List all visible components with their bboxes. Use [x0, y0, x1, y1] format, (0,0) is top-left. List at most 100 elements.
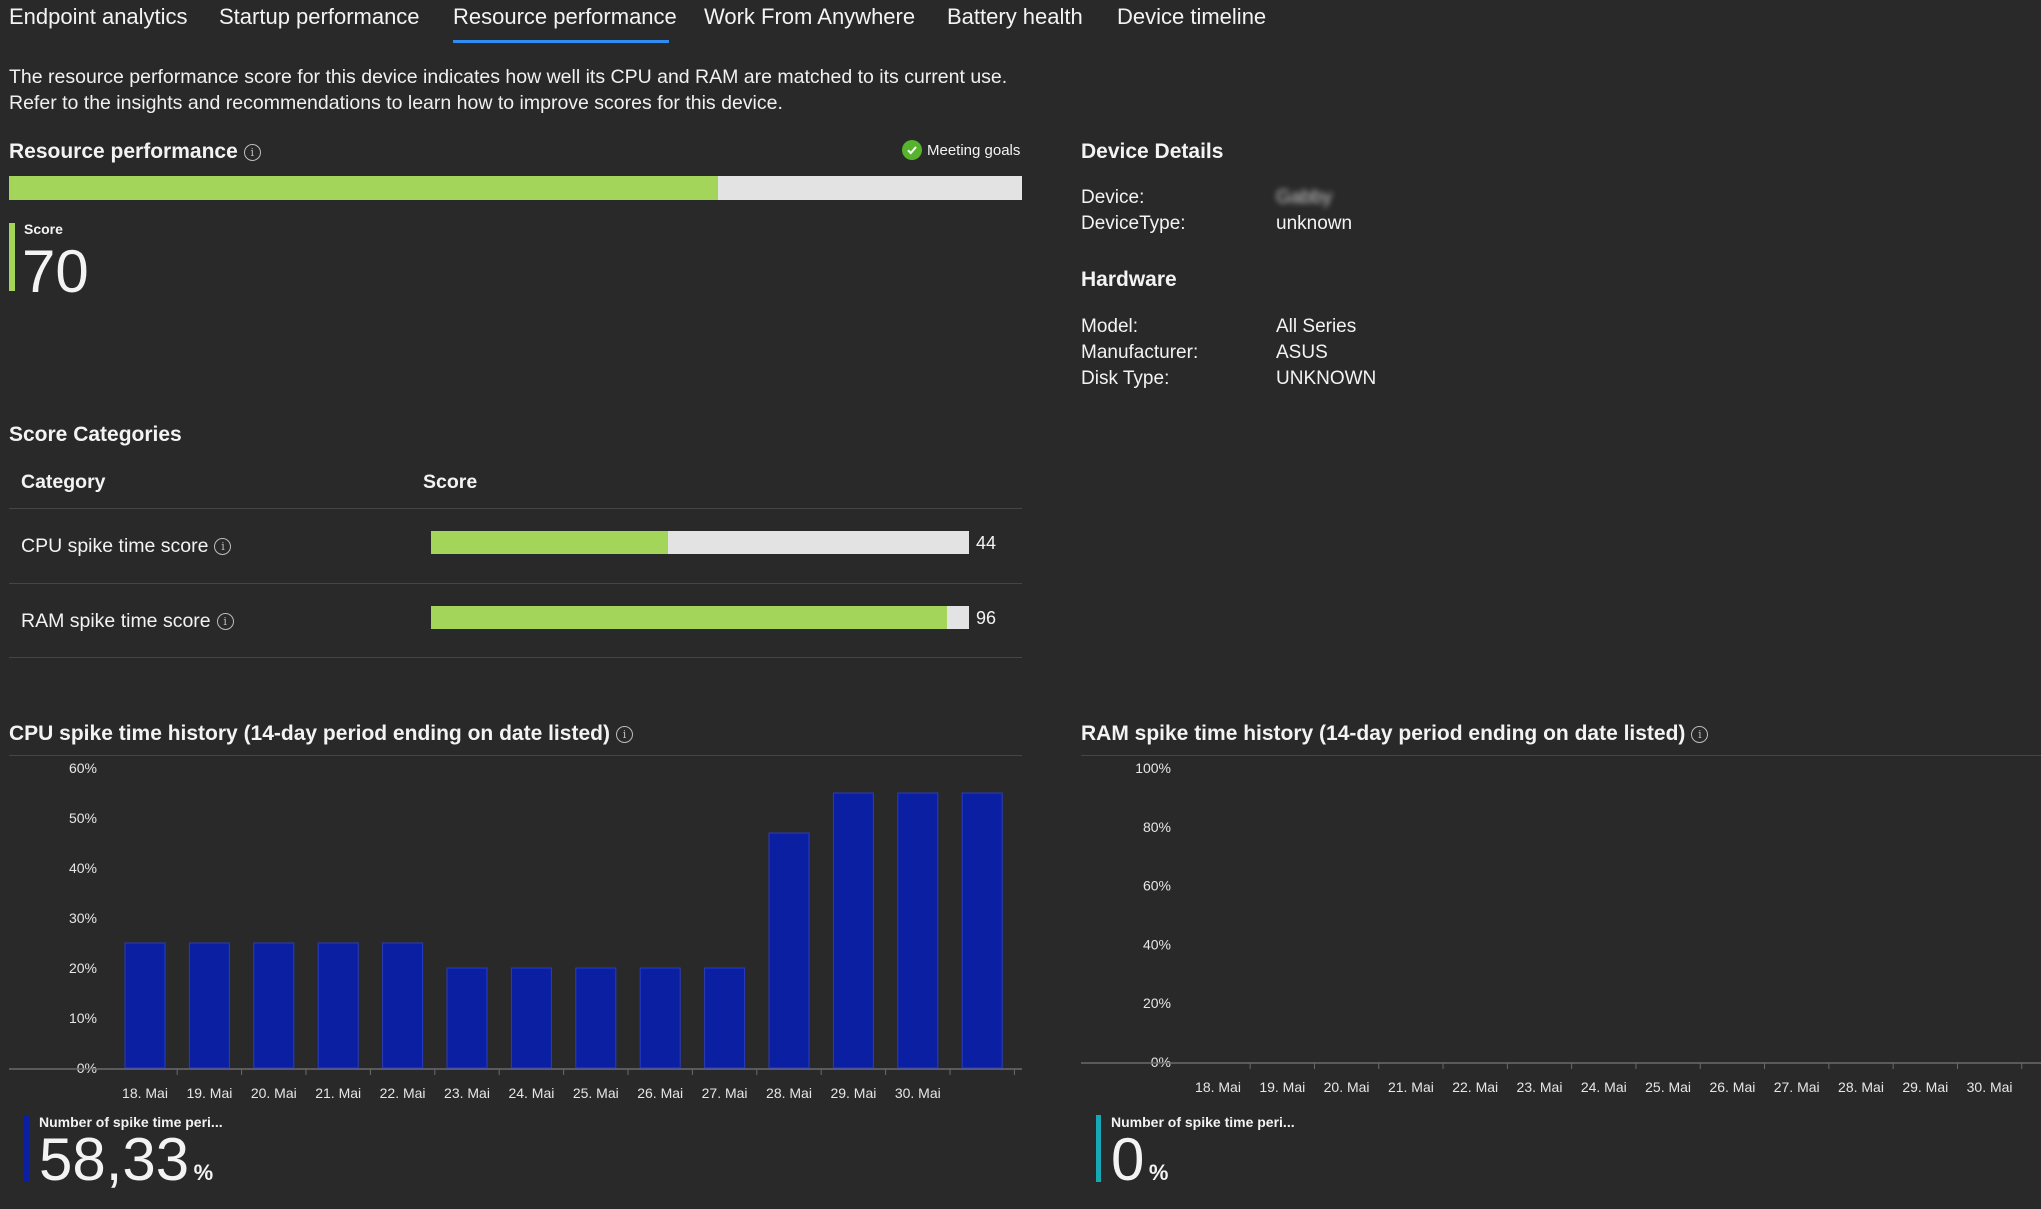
table-row-cpu: CPU spike time score i	[21, 535, 232, 558]
score-categories-title: Score Categories	[9, 423, 182, 446]
manufacturer-value: ASUS	[1276, 342, 1328, 363]
bar[interactable]	[768, 832, 810, 1069]
cpu-kpi-value: 58,33	[39, 1126, 190, 1193]
chart-svg: 0% 20% 40% 60% 80% 100% 18. Mai 19. Mai 20. Mai 2…	[1081, 760, 2041, 1095]
bar[interactable]	[124, 942, 166, 1069]
info-icon[interactable]: i	[1691, 725, 1709, 743]
bar[interactable]	[575, 967, 617, 1069]
tab-device-timeline[interactable]: Device timeline	[1117, 4, 1267, 29]
checkmark-icon	[902, 140, 922, 160]
model-label: Model:	[1081, 316, 1139, 337]
bar[interactable]	[704, 967, 746, 1069]
bar[interactable]	[897, 792, 939, 1069]
y-tick-label: 40%	[1143, 936, 1171, 952]
x-tick-label: 26. Mai	[637, 1085, 683, 1100]
ram-kpi-value: 0	[1111, 1126, 1145, 1193]
y-tick-label: 30%	[69, 910, 97, 926]
resource-performance-progress	[9, 176, 1022, 200]
tab-startup-performance[interactable]: Startup performance	[219, 4, 420, 29]
cpu-score-bar-fill	[431, 531, 668, 554]
x-tick-label: 18. Mai	[1195, 1079, 1241, 1095]
device-type-label: DeviceType:	[1081, 213, 1186, 234]
cpu-category-name: CPU spike time score	[21, 535, 209, 557]
model-value: All Series	[1276, 316, 1357, 337]
bar[interactable]	[961, 792, 1003, 1069]
goal-status-label: Meeting goals	[927, 141, 1021, 159]
resource-performance-heading: Resource performance i	[9, 140, 261, 164]
cpu-kpi-unit: %	[193, 1160, 214, 1185]
x-tick-label: 29. Mai	[830, 1085, 876, 1100]
y-tick-label: 60%	[1143, 878, 1171, 894]
info-icon[interactable]: i	[243, 143, 261, 161]
resource-performance-title: Resource performance	[9, 140, 238, 163]
cpu-chart-title: CPU spike time history (14-day period en…	[9, 722, 610, 745]
hardware-title: Hardware	[1081, 268, 1177, 291]
x-tick-label: 19. Mai	[186, 1085, 232, 1100]
ram-chart-heading: RAM spike time history (14-day period en…	[1081, 722, 1709, 746]
device-label: Device:	[1081, 187, 1145, 208]
y-tick-label: 20%	[69, 960, 97, 976]
score-label: Score	[24, 221, 63, 237]
score-value: 70	[22, 238, 89, 305]
table-divider	[9, 657, 1022, 658]
x-tick-label: 27. Mai	[1774, 1079, 1820, 1095]
column-header-score[interactable]: Score	[423, 471, 478, 493]
bar[interactable]	[253, 942, 295, 1069]
tab-endpoint-analytics[interactable]: Endpoint analytics	[9, 4, 188, 29]
x-tick-label: 20. Mai	[251, 1085, 297, 1100]
x-tick-label: 24. Mai	[1581, 1079, 1627, 1095]
bar[interactable]	[510, 967, 552, 1069]
manufacturer-label: Manufacturer:	[1081, 342, 1199, 363]
x-tick-label: 22. Mai	[1452, 1079, 1498, 1095]
table-divider	[9, 508, 1022, 509]
info-icon[interactable]: i	[216, 613, 234, 631]
cpu-score-value: 44	[976, 533, 997, 553]
disk-type-label: Disk Type:	[1081, 368, 1170, 389]
ram-chart-title: RAM spike time history (14-day period en…	[1081, 722, 1686, 745]
x-tick-label: 30. Mai	[1967, 1079, 2013, 1095]
x-tick-label: 18. Mai	[122, 1085, 168, 1100]
active-tab-indicator	[453, 40, 669, 43]
ram-kpi-accent	[1096, 1115, 1101, 1182]
bar[interactable]	[382, 942, 424, 1069]
bar[interactable]	[832, 792, 874, 1069]
bar[interactable]	[317, 942, 359, 1069]
x-tick-label: 23. Mai	[444, 1085, 490, 1100]
info-icon[interactable]: i	[615, 725, 633, 743]
tab-work-from-anywhere[interactable]: Work From Anywhere	[704, 4, 916, 29]
bar[interactable]	[446, 967, 488, 1069]
column-header-category[interactable]: Category	[21, 471, 106, 493]
chart-svg: 0% 10% 20% 30% 40% 50% 60% 18. Mai 19. Mai 20. Ma…	[9, 760, 1022, 1101]
x-tick-label: 25. Mai	[573, 1085, 619, 1100]
cpu-kpi-label: Number of spike time peri...	[39, 1114, 223, 1130]
chart-divider	[1081, 755, 2041, 756]
device-type-value: unknown	[1276, 213, 1353, 234]
ram-score-bar-fill	[431, 606, 948, 629]
bar[interactable]	[188, 942, 230, 1069]
bar[interactable]	[639, 967, 681, 1069]
cpu-chart-heading: CPU spike time history (14-day period en…	[9, 722, 633, 746]
x-tick-label: 21. Mai	[1388, 1079, 1434, 1095]
ram-kpi-label: Number of spike time peri...	[1111, 1114, 1295, 1130]
y-tick-label: 60%	[69, 760, 97, 776]
ram-kpi: 0 %	[1111, 1130, 1168, 1190]
score-accent-bar	[9, 223, 15, 291]
x-tick-label: 30. Mai	[895, 1085, 941, 1100]
cpu-score-bar	[431, 531, 969, 554]
cpu-kpi-accent	[24, 1115, 29, 1182]
cpu-spike-chart: 0% 10% 20% 30% 40% 50% 60% 18. Mai 19. Mai 20. Ma…	[0, 760, 1030, 1101]
x-tick-label: 20. Mai	[1324, 1079, 1370, 1095]
tab-resource-performance[interactable]: Resource performance	[453, 4, 677, 29]
x-tick-label: 19. Mai	[1259, 1079, 1305, 1095]
x-tick-label: 23. Mai	[1517, 1079, 1563, 1095]
goal-status: Meeting goals	[902, 140, 1020, 160]
table-divider	[9, 583, 1022, 584]
x-tick-label: 29. Mai	[1902, 1079, 1948, 1095]
ram-kpi-unit: %	[1148, 1160, 1169, 1185]
x-tick-label: 28. Mai	[1838, 1079, 1884, 1095]
y-tick-label: 100%	[1135, 760, 1171, 776]
info-icon[interactable]: i	[214, 538, 232, 556]
chart-divider	[9, 755, 1022, 756]
tab-battery-health[interactable]: Battery health	[947, 4, 1083, 29]
x-tick-label: 28. Mai	[766, 1085, 812, 1100]
